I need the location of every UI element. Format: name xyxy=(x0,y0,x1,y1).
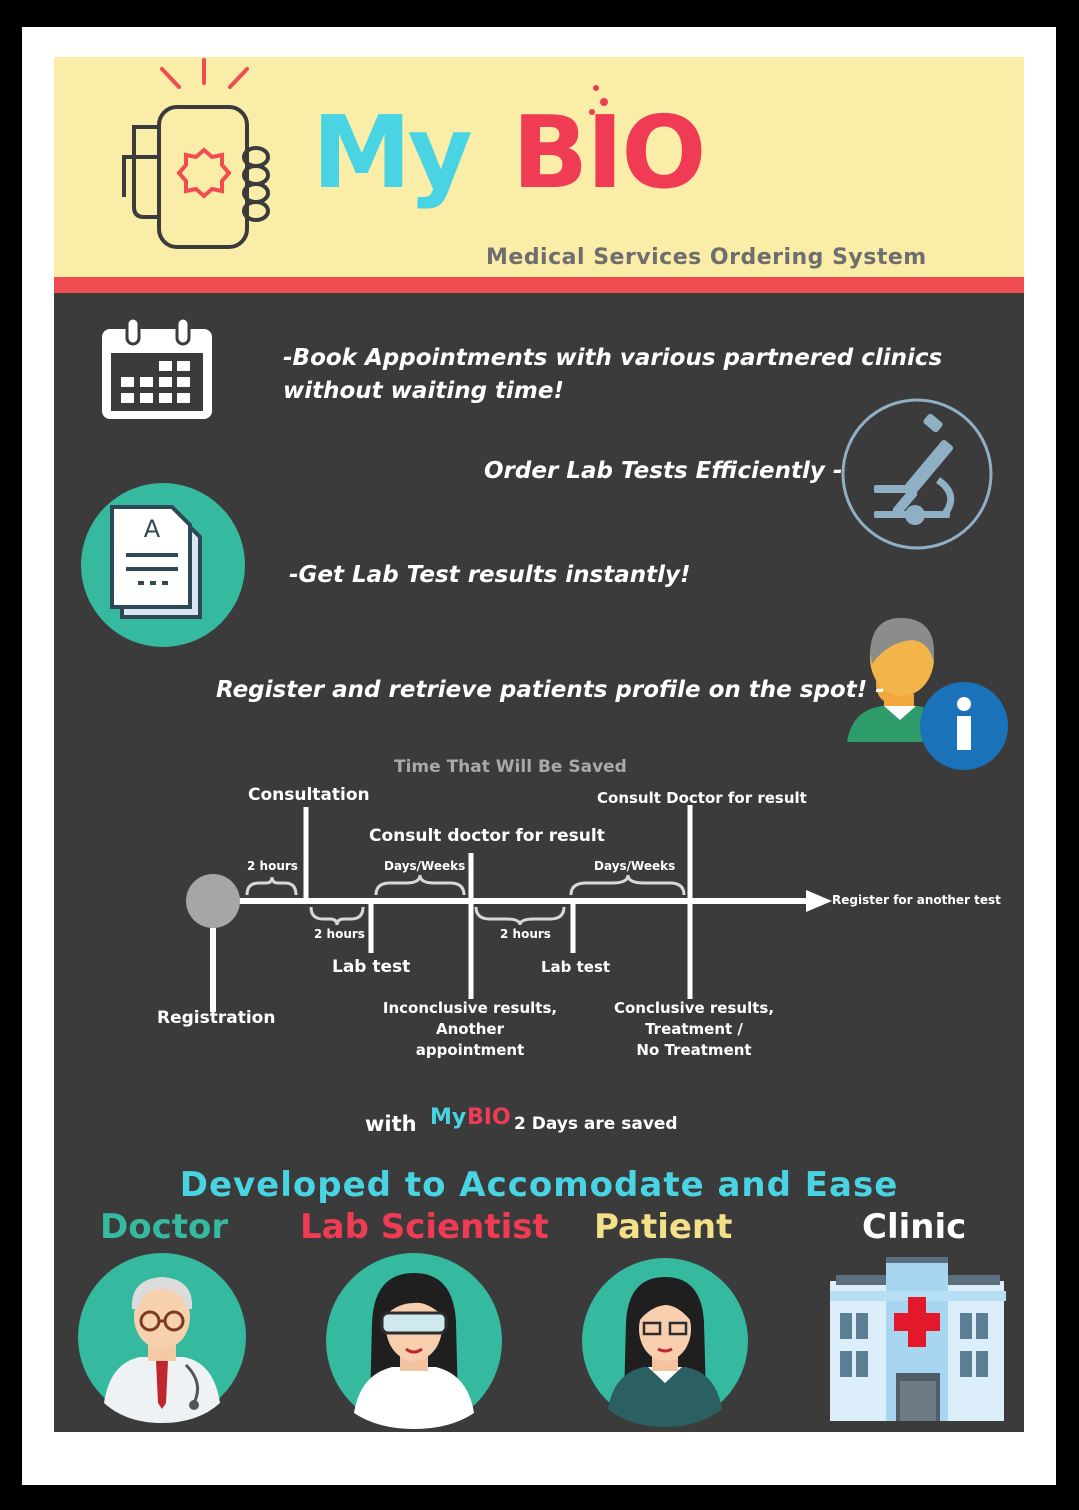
feature-book-line1: -Book Appointments with various partnere… xyxy=(283,345,943,371)
brace-d2 xyxy=(309,906,365,926)
feature-book-line2: without waiting time! xyxy=(283,378,564,404)
clinic-building-icon xyxy=(830,1257,1006,1421)
feature-order-lab: Order Lab Tests Efficiently - xyxy=(484,458,843,484)
brace-d5 xyxy=(569,874,686,896)
role-patient: Patient xyxy=(594,1207,733,1247)
developed-title: Developed to Accomodate and Ease xyxy=(179,1165,899,1205)
document-letter: A xyxy=(144,515,161,543)
duration-d2: 2 hours xyxy=(314,927,365,941)
brace-d1 xyxy=(245,876,298,896)
label-conclusive-line1: Conclusive results, xyxy=(613,999,775,1017)
label-conclusive-line2: Treatment / xyxy=(645,1020,743,1038)
saved-logo-bio: BIO xyxy=(467,1105,511,1130)
microscope-icon xyxy=(841,398,993,550)
saved-logo-my: My xyxy=(430,1105,467,1130)
label-consult-doctor-2: Consult Doctor for result xyxy=(597,789,807,807)
duration-d5: Days/Weeks xyxy=(594,859,676,873)
duration-d1: 2 hours xyxy=(247,859,298,873)
poster: My BIO Medical Services Ordering System … xyxy=(54,57,1024,1432)
brace-d4 xyxy=(474,906,566,926)
test-tube-bubbles-icon xyxy=(589,85,608,115)
feature-results: -Get Lab Test results instantly! xyxy=(289,562,691,588)
role-doctor: Doctor xyxy=(100,1207,229,1247)
label-conclusive: Conclusive results, Treatment / No Treat… xyxy=(604,998,784,1061)
subtitle: Medical Services Ordering System xyxy=(486,245,927,270)
logo-my-text: My xyxy=(312,94,473,211)
timeline-start-marker xyxy=(186,874,240,928)
logo-bio-text: BIO xyxy=(512,94,706,211)
document-icon: A xyxy=(81,483,245,647)
label-consult-doctor-1: Consult doctor for result xyxy=(369,826,605,846)
feature-register: Register and retrieve patients profile o… xyxy=(216,677,885,703)
header-divider xyxy=(54,277,1024,293)
timeline-arrowhead xyxy=(806,890,832,912)
label-consultation: Consultation xyxy=(248,785,370,805)
patient-avatar-icon xyxy=(582,1258,748,1427)
duration-d3: Days/Weeks xyxy=(384,859,466,873)
saved-suffix: 2 Days are saved xyxy=(514,1114,678,1134)
saved-prefix: with xyxy=(365,1112,417,1136)
label-inconclusive: Inconclusive results, Another appointmen… xyxy=(380,998,560,1061)
label-lab-test-2: Lab test xyxy=(541,958,611,976)
lab-scientist-avatar-icon xyxy=(326,1253,502,1429)
label-registration: Registration xyxy=(157,1008,276,1028)
feature-book-appointments: -Book Appointments with various partnere… xyxy=(283,342,942,408)
header: My BIO Medical Services Ordering System xyxy=(54,57,1024,277)
label-lab-test-1: Lab test xyxy=(332,957,411,977)
label-inconclusive-line2: Another appointment xyxy=(415,1020,525,1059)
duration-d4: 2 hours xyxy=(500,927,551,941)
role-clinic: Clinic xyxy=(862,1207,967,1247)
calendar-icon xyxy=(102,316,212,419)
timeline-graphic xyxy=(186,805,832,1012)
label-register-another: Register for another test xyxy=(832,893,1001,907)
label-inconclusive-line1: Inconclusive results, xyxy=(382,999,558,1017)
role-lab-scientist: Lab Scientist xyxy=(300,1207,549,1247)
label-conclusive-line3: No Treatment xyxy=(636,1041,752,1059)
doctor-avatar-icon xyxy=(78,1253,246,1423)
patient-info-icon xyxy=(847,617,1008,770)
phone-hand-icon xyxy=(122,58,270,249)
timeline-title: Time That Will Be Saved xyxy=(394,757,627,777)
brace-d3 xyxy=(374,874,466,896)
